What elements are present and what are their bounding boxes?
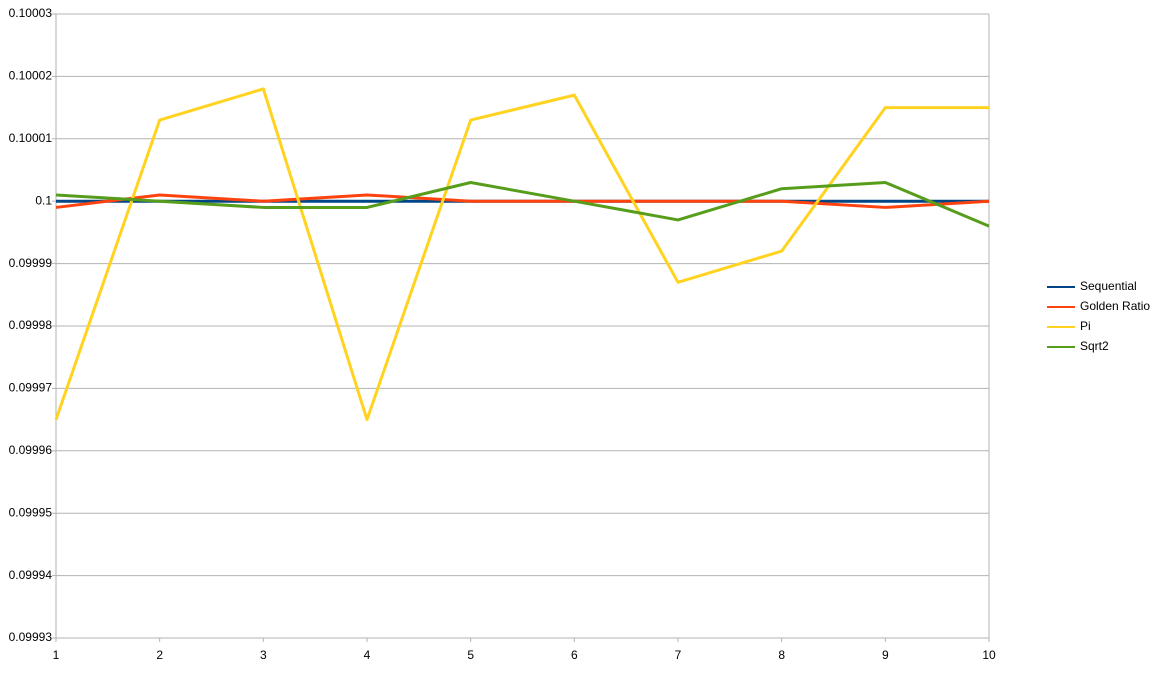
y-tick-label: 0.10001 xyxy=(9,131,53,145)
x-tick-label: 1 xyxy=(53,648,60,662)
x-tick-label: 3 xyxy=(260,648,267,662)
y-tick-label: 0.09996 xyxy=(9,443,53,457)
series-line xyxy=(55,193,990,209)
x-tick-label: 10 xyxy=(982,648,996,662)
series-line xyxy=(55,180,990,228)
y-tick-label: 0.09993 xyxy=(9,630,53,644)
y-tick-label: 0.10002 xyxy=(9,69,53,83)
x-tick-label: 4 xyxy=(364,648,371,662)
x-tick-label: 9 xyxy=(882,648,889,662)
legend-label: Sequential xyxy=(1080,279,1137,293)
series-line xyxy=(54,87,989,422)
x-tick-label: 2 xyxy=(156,648,163,662)
y-tick-label: 0.10003 xyxy=(9,6,53,20)
x-tick-label: 5 xyxy=(467,648,474,662)
y-tick-label: 0.1 xyxy=(35,193,52,207)
legend-label: Pi xyxy=(1080,319,1091,333)
y-tick-label: 0.09997 xyxy=(9,381,53,395)
x-tick-label: 8 xyxy=(778,648,785,662)
x-tick-label: 7 xyxy=(675,648,682,662)
y-tick-label: 0.09994 xyxy=(9,568,53,582)
x-tick-label: 6 xyxy=(571,648,578,662)
y-tick-label: 0.09998 xyxy=(9,318,53,332)
y-tick-label: 0.09999 xyxy=(9,256,53,270)
legend-label: Golden Ratio xyxy=(1080,299,1150,313)
y-tick-label: 0.09995 xyxy=(9,505,53,519)
legend-label: Sqrt2 xyxy=(1080,339,1109,353)
